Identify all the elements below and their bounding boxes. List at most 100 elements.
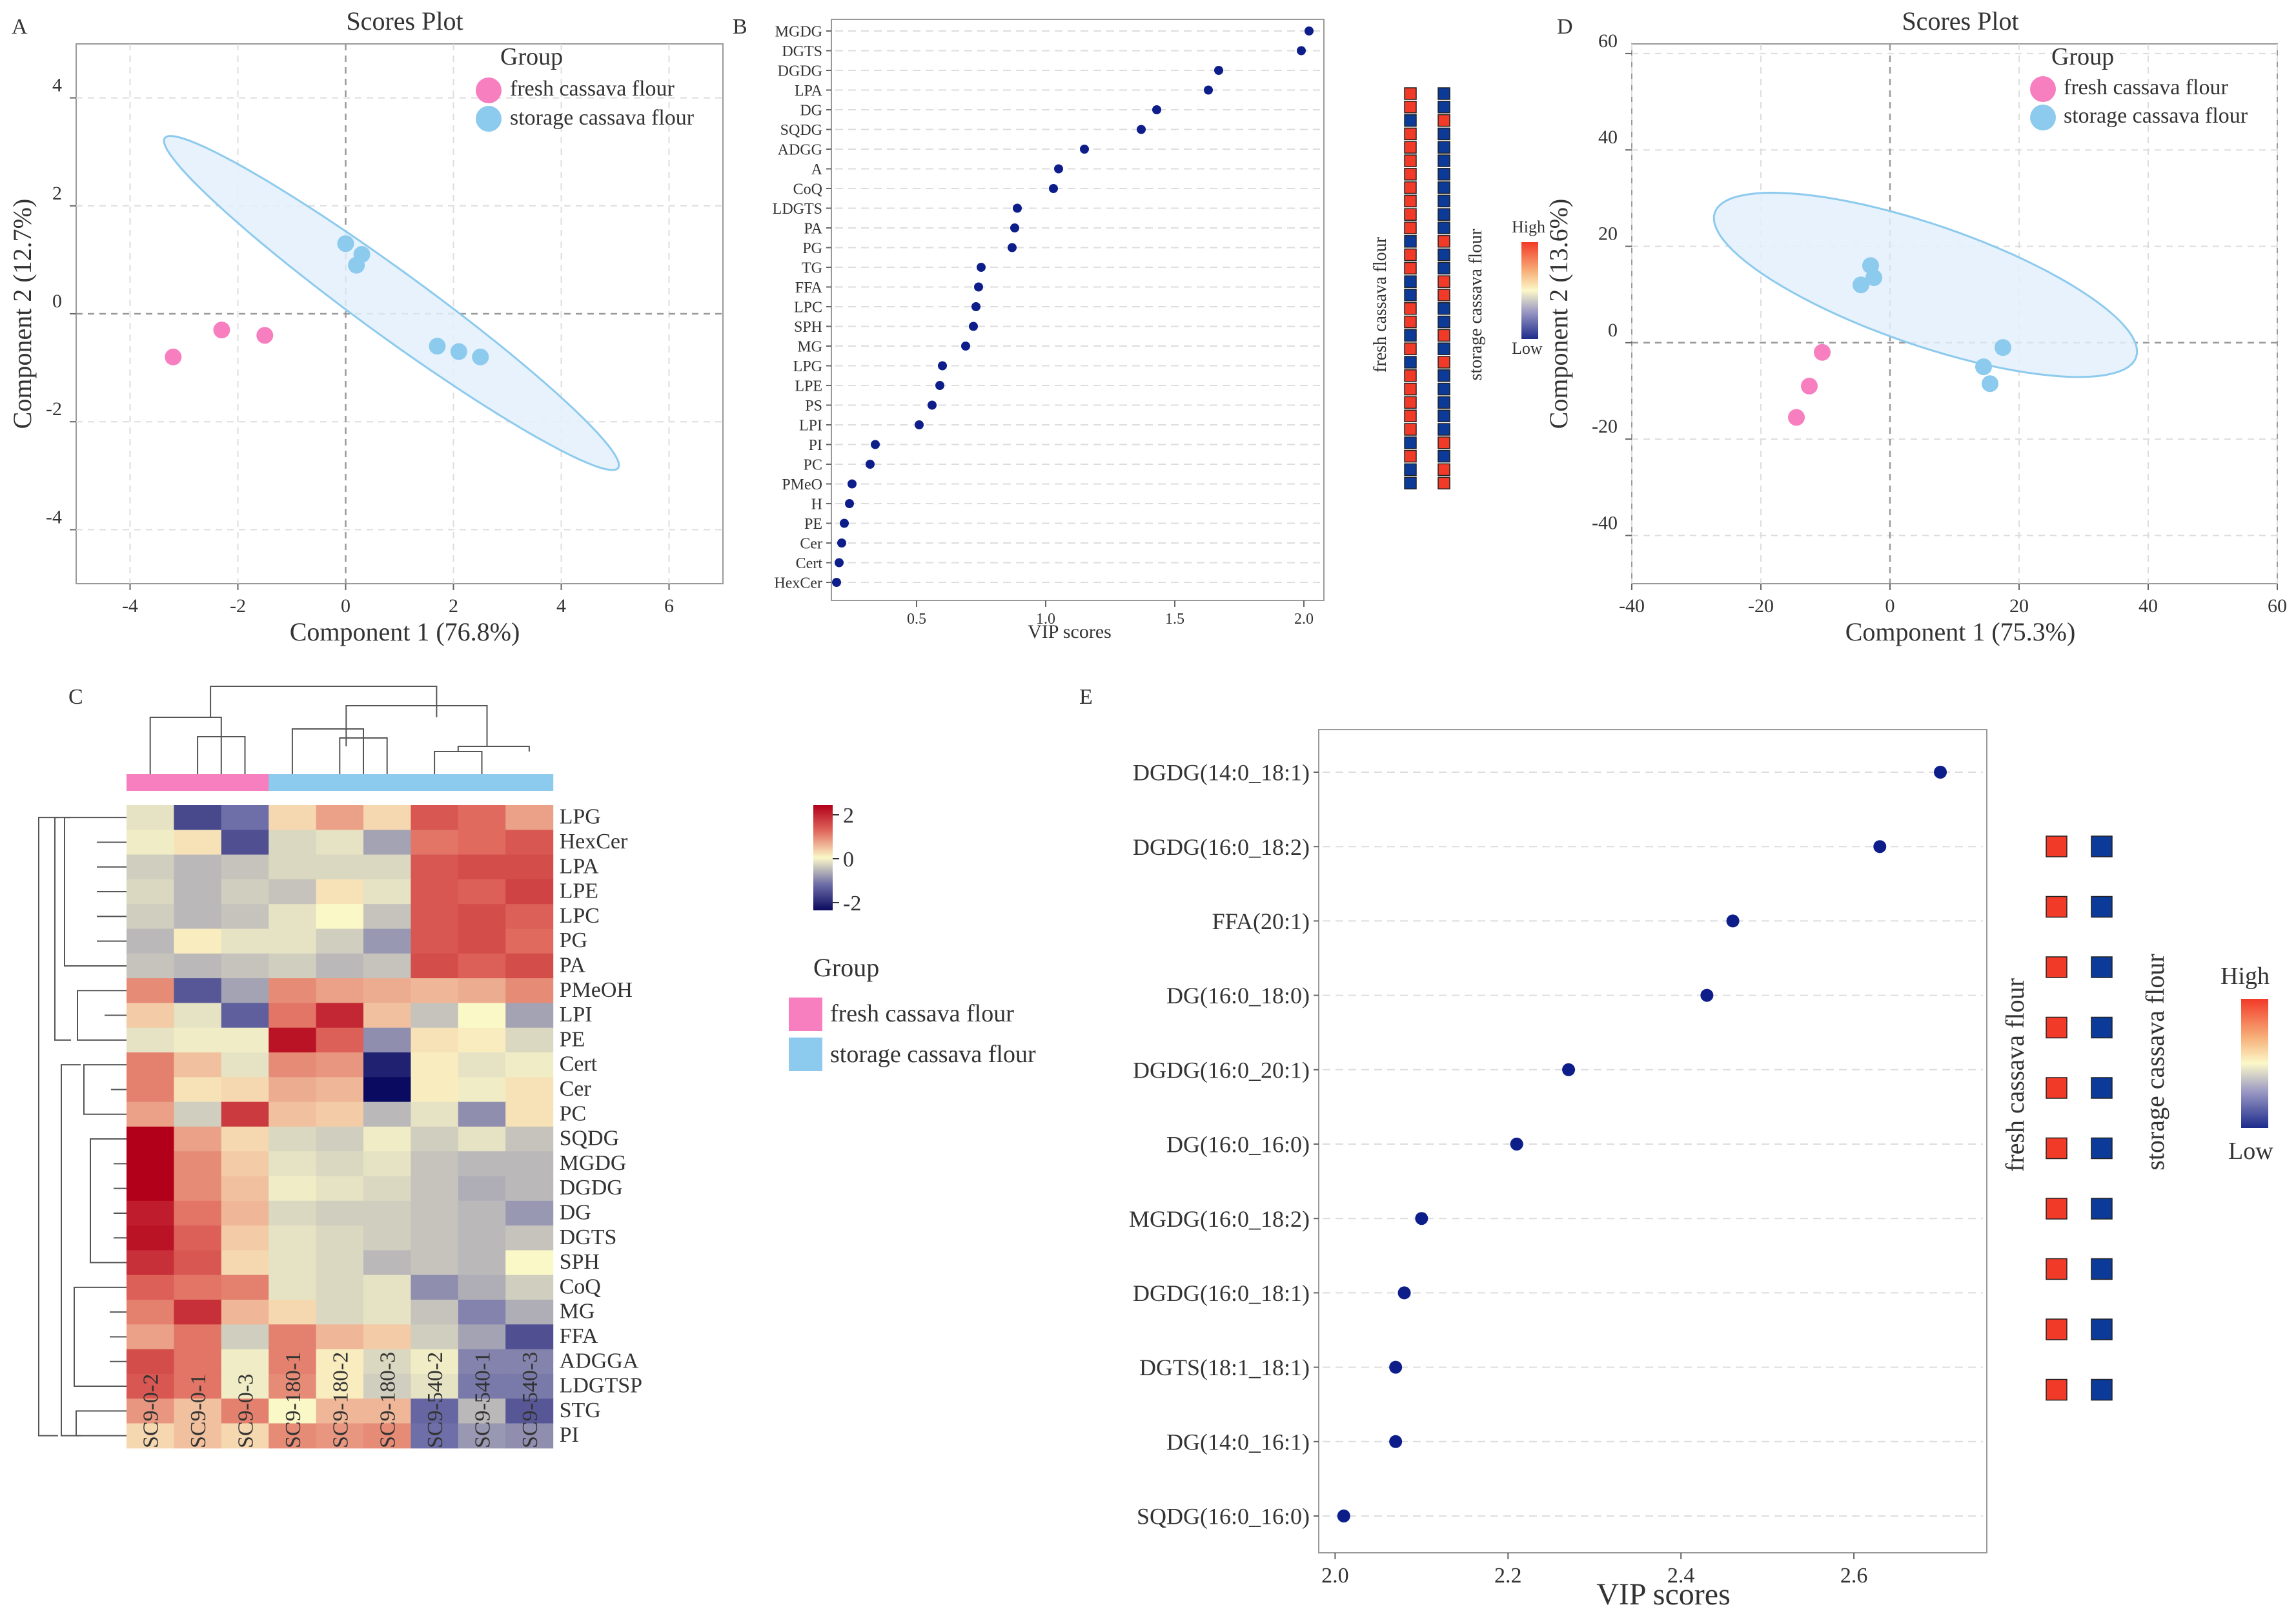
y-tick-label: DGDG(14:0_18:1) [1133, 760, 1310, 786]
vip-point [1389, 1435, 1403, 1448]
vip-point [1054, 164, 1063, 174]
heat-cell [127, 1275, 174, 1300]
heat-cell [269, 1373, 317, 1399]
heat-cell-fresh [1404, 275, 1417, 288]
x-tick-label: 6 [664, 595, 674, 617]
heat-cell-fresh [1404, 342, 1417, 355]
heat-cell [505, 1077, 554, 1103]
heat-cell-fresh [1404, 194, 1417, 208]
row-label: SPH [560, 1250, 600, 1274]
heat-cell-fresh [2046, 956, 2067, 978]
heat-cell [269, 1300, 317, 1325]
heat-cell-fresh [1404, 396, 1417, 409]
heat-cell [127, 953, 174, 979]
heat-cell [316, 1200, 364, 1226]
x-tick-label: 1.0 [1036, 611, 1055, 628]
column-dendrogram-branch [149, 717, 222, 774]
vip-point [1873, 840, 1887, 854]
heat-cell [505, 854, 554, 880]
row-label: DGTS [560, 1225, 617, 1249]
row-label: LPE [560, 879, 598, 903]
heat-cell [458, 1300, 506, 1325]
heat-cell [316, 1101, 364, 1127]
y-tick-label: H [811, 496, 822, 513]
y-tick-label: MG [797, 338, 822, 355]
heat-cell [221, 1225, 269, 1251]
colorbar: High Low [2220, 963, 2273, 1165]
heat-cell [127, 904, 174, 930]
row-label: DG [560, 1201, 591, 1225]
vip-point [974, 282, 983, 292]
vip-point [1152, 105, 1161, 114]
y-tick-label: FFA(20:1) [1212, 908, 1310, 934]
y-tick-label: 4 [52, 75, 62, 96]
heat-cell [505, 1423, 554, 1449]
colorbar-tick: 0 [843, 848, 854, 872]
row-label: SQDG [560, 1127, 620, 1151]
heat-cell [174, 879, 222, 905]
y-tick-label: -4 [46, 506, 62, 527]
heat-cell-fresh [2046, 1198, 2067, 1220]
row-label: LDGTSP [560, 1374, 642, 1398]
heat-cell-fresh [1404, 114, 1417, 127]
heat-cell [174, 1027, 222, 1053]
heat-cell [269, 1349, 317, 1375]
heat-cell-fresh [1404, 221, 1417, 234]
heat-cell [458, 1349, 506, 1375]
vip-point [837, 538, 846, 548]
heat-cell [458, 1250, 506, 1276]
heat-cell-storage [2091, 1137, 2113, 1160]
heat-cell [505, 1373, 554, 1399]
heat-cell [363, 1101, 411, 1127]
heat-cell-fresh [1404, 423, 1417, 436]
row-label: HexCer [560, 830, 628, 854]
vip-point [1510, 1138, 1523, 1151]
heat-cell [458, 1126, 506, 1152]
heat-cell [458, 854, 506, 880]
heat-cell-fresh [2046, 835, 2067, 857]
panel-label-e: E [1079, 685, 1093, 709]
vip-point [971, 302, 980, 311]
vip-point [845, 499, 854, 508]
y-tick-label: PI [809, 437, 822, 454]
confidence-ellipse [163, 135, 620, 471]
heat-cell [411, 1176, 459, 1202]
heat-cell-storage [1438, 382, 1450, 396]
y-tick-label: DGDG(16:0_18:2) [1133, 834, 1310, 860]
heat-cell [269, 1003, 317, 1029]
data-point-storage [450, 343, 467, 360]
heat-cell [221, 805, 269, 830]
heat-cell [174, 904, 222, 930]
heat-cell [411, 1151, 459, 1177]
heat-cell [411, 1300, 459, 1325]
heat-cell [221, 1077, 269, 1103]
heat-cell [505, 1151, 554, 1177]
colorbar-high-label: High [1512, 218, 1545, 236]
heat-cell-storage [1438, 194, 1450, 208]
y-tick-label: PA [804, 220, 823, 237]
heat-cell [411, 1027, 459, 1053]
heat-column-label-storage: storage cassava flour [1466, 229, 1486, 380]
legend-marker-fresh [789, 998, 822, 1031]
y-tick-label: -20 [1592, 416, 1618, 437]
heat-column-label-fresh: fresh cassava flour [1370, 236, 1390, 373]
y-tick-label: LPA [795, 83, 823, 99]
data-point-fresh [165, 348, 182, 365]
heat-cell [221, 1423, 269, 1449]
heat-cell-fresh [2046, 1318, 2067, 1340]
heat-cell-storage [1438, 423, 1450, 436]
heat-cell [363, 1077, 411, 1103]
heat-cell [505, 1101, 554, 1127]
column-dendrogram-branch [345, 705, 488, 746]
column-dendrogram-branch [291, 728, 364, 774]
vip-point [1389, 1360, 1403, 1374]
y-tick-label: DGDG [778, 63, 822, 79]
heat-cell [316, 1003, 364, 1029]
heat-cell-storage [1438, 476, 1450, 489]
colorbar-gradient [2241, 999, 2268, 1128]
colorbar-gradient [813, 805, 833, 910]
heat-cell [269, 1324, 317, 1350]
y-tick-label: 0 [52, 291, 62, 312]
heat-cell [316, 928, 364, 954]
heat-cell [221, 1349, 269, 1375]
